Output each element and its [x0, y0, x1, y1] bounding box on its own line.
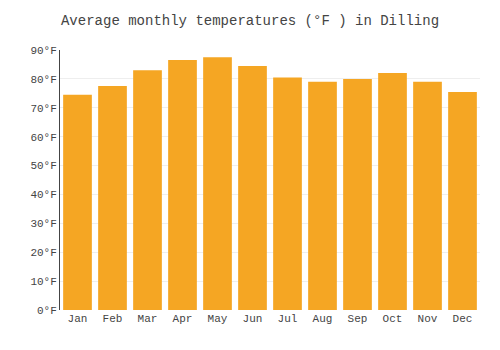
- svg-text:10°F: 10°F: [30, 276, 56, 288]
- svg-text:70°F: 70°F: [30, 103, 56, 115]
- svg-text:Average monthly temperatures (: Average monthly temperatures (°F ) in Di…: [61, 13, 439, 29]
- svg-text:Feb: Feb: [103, 313, 123, 325]
- svg-text:20°F: 20°F: [30, 247, 56, 259]
- svg-text:Sep: Sep: [348, 313, 368, 325]
- svg-text:40°F: 40°F: [30, 189, 56, 201]
- svg-text:90°F: 90°F: [30, 45, 56, 57]
- svg-text:Aug: Aug: [313, 313, 333, 325]
- svg-text:Apr: Apr: [173, 313, 193, 325]
- svg-text:Jan: Jan: [68, 313, 88, 325]
- svg-text:50°F: 50°F: [30, 160, 56, 172]
- svg-text:Nov: Nov: [418, 313, 438, 325]
- svg-text:Mar: Mar: [138, 313, 158, 325]
- svg-text:May: May: [208, 313, 228, 325]
- svg-text:80°F: 80°F: [30, 74, 56, 86]
- svg-text:0°F: 0°F: [37, 305, 57, 317]
- svg-text:60°F: 60°F: [30, 132, 56, 144]
- svg-text:30°F: 30°F: [30, 218, 56, 230]
- svg-text:Dec: Dec: [453, 313, 473, 325]
- svg-text:Jun: Jun: [243, 313, 263, 325]
- svg-text:Jul: Jul: [278, 313, 298, 325]
- svg-text:Oct: Oct: [383, 313, 403, 325]
